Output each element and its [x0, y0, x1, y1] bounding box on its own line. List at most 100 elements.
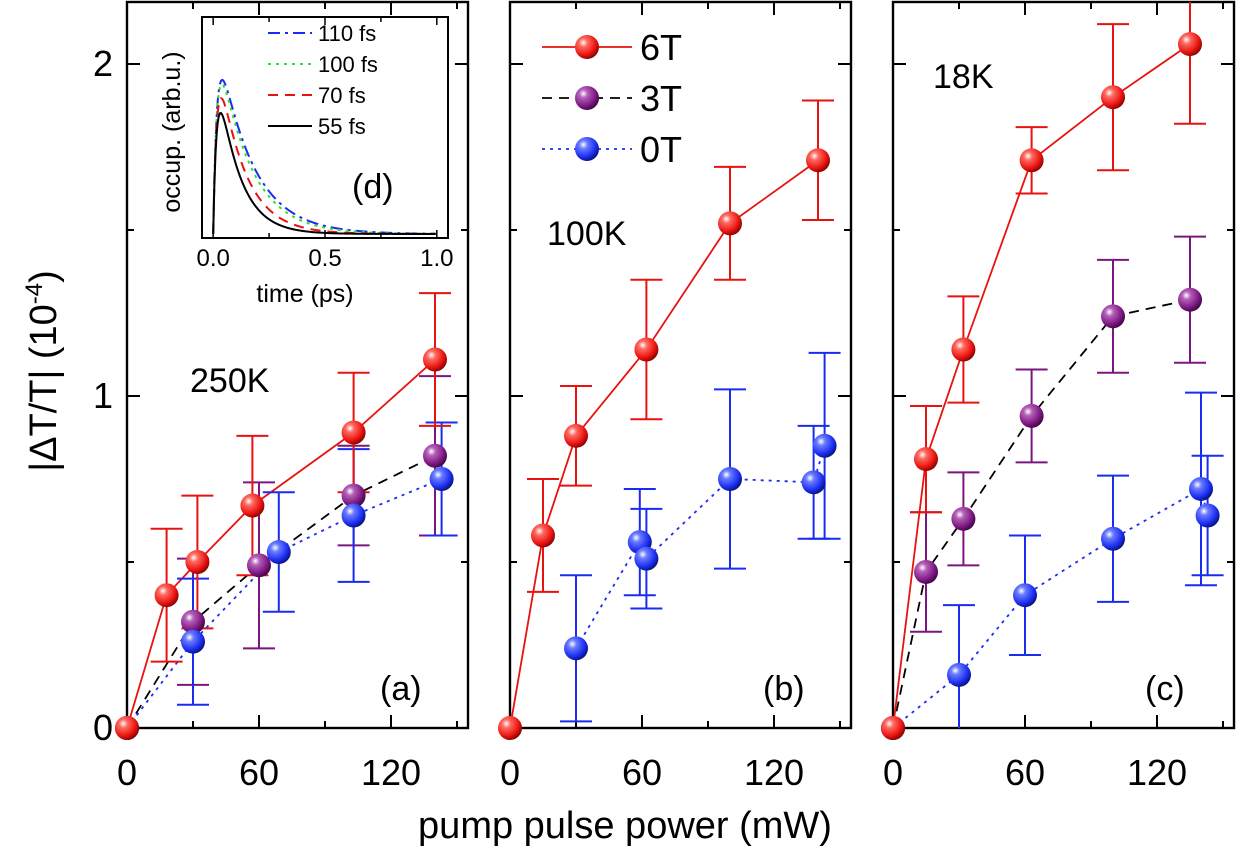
inset-xlabel: time (ps): [256, 280, 353, 308]
inset-x-tick-label: 0.5: [308, 245, 341, 272]
series-line-3T: [893, 298, 1191, 728]
data-point-3T: [181, 609, 205, 634]
plot-area: [127, 292, 458, 728]
series-line-0T: [893, 487, 1209, 728]
x-axis-label: pump pulse power (mW): [418, 805, 832, 847]
data-point-6T: [498, 716, 522, 740]
x-tick-label: 60: [239, 752, 279, 793]
data-point-0T: [181, 629, 205, 654]
legend-marker-3T: [575, 86, 599, 110]
data-point-0T: [947, 662, 971, 687]
data-point-6T: [423, 347, 447, 372]
inset-legend-label: 70 fs: [318, 83, 366, 108]
inset-panel-d: 0.0 0.5 1.0 110 fs 100 fs 70 fs 55 fs: [196, 16, 454, 272]
data-point-6T: [634, 337, 659, 362]
plot-area: [510, 99, 841, 728]
data-point-3T: [914, 559, 938, 584]
inset-curve-100fs: [212, 83, 436, 235]
panel-a-label: (a): [380, 670, 422, 708]
inset-frame: [201, 16, 449, 239]
x-tick-label: 120: [744, 752, 804, 793]
legend-marker-6T: [575, 35, 599, 59]
y-axis-label: |ΔT/T| (10-4): [21, 270, 65, 472]
inset-legend-label: 100 fs: [318, 52, 378, 77]
data-point-3T: [341, 483, 366, 508]
x-tick-label: 0: [117, 752, 137, 793]
data-point-6T: [341, 420, 366, 445]
data-point-3T: [1178, 287, 1202, 312]
panel-b: 0 60 120: [498, 0, 853, 793]
data-point-6T: [1101, 85, 1125, 110]
y-axis-label-close: ): [23, 270, 65, 283]
data-point-0T: [1101, 526, 1125, 551]
data-point-6T: [1178, 32, 1202, 57]
inset-x-tick-label: 1.0: [420, 245, 453, 272]
panel-c: 0 60 120: [881, 0, 1236, 793]
data-point-6T: [951, 337, 976, 362]
y-tick-label: 0: [93, 707, 113, 748]
x-tick-label: 120: [361, 752, 421, 793]
data-point-0T: [1195, 503, 1220, 528]
series-line-6T: [510, 159, 819, 728]
y-tick-label: 1: [93, 375, 113, 416]
data-point-6T: [718, 211, 742, 236]
data-point-0T: [801, 470, 826, 495]
inset-panel-label: (d): [352, 168, 394, 206]
data-point-0T: [1013, 583, 1037, 608]
panel-b-label: (b): [763, 670, 805, 708]
data-point-6T: [564, 423, 588, 448]
y-axis-label-exponent: -4: [21, 283, 48, 304]
data-point-6T: [881, 716, 905, 740]
data-point-6T: [914, 447, 938, 472]
series-line-0T: [575, 445, 826, 649]
plot-frame: [508, 0, 853, 730]
legend-marker-0T: [575, 137, 599, 161]
panel-a: 0 60 120 0 1 2: [93, 0, 470, 793]
temperature-label-a: 250K: [190, 362, 270, 400]
plot-frame: [125, 0, 470, 730]
data-point-6T: [154, 583, 179, 608]
data-point-0T: [1189, 476, 1213, 501]
data-point-0T: [266, 540, 291, 565]
data-point-6T: [1019, 148, 1044, 173]
plot-area: [893, 2, 1224, 728]
data-point-3T: [1101, 304, 1125, 329]
data-point-6T: [806, 148, 830, 173]
x-tick-label: 60: [1005, 752, 1045, 793]
data-point-0T: [341, 503, 366, 528]
inset-legend-label: 55 fs: [318, 114, 366, 139]
data-point-0T: [429, 467, 454, 491]
temperature-label-b: 100K: [547, 215, 627, 253]
inset-curve-55fs: [212, 111, 436, 235]
data-point-3T: [247, 553, 271, 578]
data-point-3T: [423, 443, 447, 468]
legend: 6T 3T 0T: [542, 27, 682, 170]
data-point-6T: [115, 716, 139, 740]
data-point-6T: [240, 493, 265, 518]
y-tick-label: 2: [93, 43, 113, 84]
plot-frame: [891, 0, 1236, 730]
series-line-6T: [893, 43, 1191, 728]
data-point-3T: [951, 506, 976, 531]
x-tick-label: 0: [500, 752, 520, 793]
data-point-6T: [185, 550, 210, 574]
data-point-0T: [564, 636, 588, 661]
panel-c-label: (c): [1145, 670, 1185, 708]
inset-legend-label: 110 fs: [318, 21, 376, 46]
series-line-6T: [127, 358, 436, 728]
data-point-0T: [634, 546, 659, 571]
inset-ylabel: occup. (arb.u.): [158, 51, 186, 212]
legend-label-0T: 0T: [640, 129, 682, 170]
x-tick-label: 0: [883, 752, 903, 793]
y-axis-label-main: |ΔT/T| (10: [23, 304, 65, 472]
x-tick-label: 60: [622, 752, 662, 793]
data-point-0T: [718, 467, 742, 491]
data-point-0T: [812, 433, 837, 458]
x-tick-label: 120: [1127, 752, 1187, 793]
legend-label-6T: 6T: [640, 27, 682, 68]
data-point-3T: [1019, 403, 1044, 428]
inset-x-tick-label: 0.0: [196, 245, 229, 272]
legend-label-3T: 3T: [640, 78, 682, 119]
data-point-6T: [531, 523, 555, 548]
